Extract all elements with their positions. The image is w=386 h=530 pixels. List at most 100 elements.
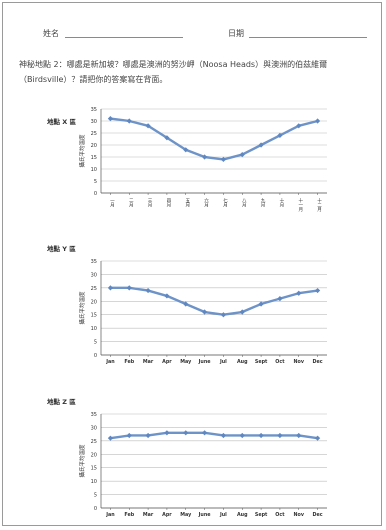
data-point [126, 118, 132, 124]
y-tick-label: 10 [91, 479, 97, 485]
y-tick-label: 25 [91, 439, 97, 445]
x-tick-label: Apr [162, 359, 172, 365]
y-tick-label: 15 [91, 155, 97, 161]
y-tick-label: 0 [94, 191, 97, 197]
x-tick-label: 六月 [204, 197, 209, 209]
x-tick-label: 十月 [279, 197, 284, 209]
data-point [314, 118, 321, 124]
data-point [220, 156, 227, 162]
data-point [201, 309, 208, 315]
data-point [296, 290, 302, 296]
data-point [296, 123, 302, 129]
data-point [183, 301, 189, 307]
y-axis-label: 攝氏平均溫度 [78, 444, 86, 478]
chart-z-title: 地點 Z 區 [47, 398, 76, 406]
chart-y-title: 地點 Y 區 [47, 245, 76, 253]
x-tick-label: Jan [105, 359, 115, 365]
question-text: 神秘地點 2：哪處是新加坡？哪處是澳洲的努沙岬（Noosa Heads）與澳洲的… [19, 60, 328, 84]
data-point [201, 154, 208, 160]
name-field-line [65, 37, 183, 38]
x-tick-label: Oct [275, 359, 285, 365]
chart-y: 0 5 10 15 20 25 30 35 攝氏平均溫度 Jan Feb Mar Apr May June J… [78, 259, 327, 365]
data-point [239, 432, 245, 439]
data-point [258, 301, 264, 307]
data-point [145, 123, 151, 129]
chart-x-title: 地點 X 區 [47, 118, 77, 126]
x-tick-label: 十一月 [298, 197, 303, 213]
x-tick-label: 一月 [109, 198, 114, 209]
data-point [107, 116, 114, 122]
data-point [183, 430, 189, 436]
x-tick-label: Oct [275, 512, 285, 518]
data-point [145, 432, 151, 439]
y-tick-label: 0 [94, 506, 97, 512]
y-tick-label: 25 [91, 286, 97, 292]
y-tick-label: 5 [94, 493, 97, 499]
x-tick-label: Aug [237, 359, 248, 365]
y-tick-label: 5 [94, 179, 97, 185]
data-point [164, 430, 170, 436]
y-tick-label: 35 [91, 107, 97, 113]
date-label: 日期 [228, 29, 244, 38]
series-line [109, 117, 319, 161]
data-point [314, 287, 321, 294]
x-tick-label: 八月 [241, 198, 246, 209]
x-tick-label: 二月 [128, 198, 133, 209]
series-line [109, 431, 319, 440]
chart-z: 0 5 10 15 20 25 30 35 攝氏平均溫度 Jan Feb Mar Apr May June J… [78, 412, 327, 518]
y-tick-label: 35 [91, 259, 97, 265]
data-point [164, 135, 170, 141]
x-tick-label: Dec [313, 359, 323, 365]
x-tick-label: June [198, 512, 212, 518]
x-tick-label: Dec [313, 512, 323, 518]
data-point [145, 287, 151, 294]
y-tick-label: 20 [91, 143, 97, 149]
y-tick-label: 15 [91, 313, 97, 319]
name-label: 姓名 [43, 29, 59, 38]
y-tick-label: 5 [94, 340, 97, 346]
data-point [296, 432, 302, 439]
y-tick-label: 10 [91, 326, 97, 332]
x-tick-label: Sept [255, 359, 268, 365]
x-tick-label: May [180, 512, 192, 518]
x-tick-label: 四月 [166, 198, 171, 209]
x-tick-label: Feb [124, 359, 134, 365]
y-tick-label: 30 [91, 425, 97, 431]
x-tick-label: Jul [219, 359, 227, 365]
x-tick-label: Aug [237, 512, 248, 518]
data-point [107, 285, 114, 291]
y-tick-label: 35 [91, 412, 97, 418]
x-tick-label: June [198, 359, 212, 365]
worksheet-page: 姓名 日期 神秘地點 2：哪處是新加坡？哪處是澳洲的努沙岬（Noosa Head… [2, 2, 382, 526]
data-point [126, 432, 132, 439]
data-point [201, 430, 208, 436]
data-point [239, 152, 245, 158]
data-point [220, 432, 227, 439]
x-tick-label: 十二月 [317, 197, 322, 213]
data-point [258, 432, 264, 439]
y-tick-label: 20 [91, 299, 97, 305]
date-field-line [249, 37, 367, 38]
y-tick-label: 25 [91, 131, 97, 137]
data-point [183, 147, 189, 153]
x-tick-label: May [180, 359, 192, 365]
y-tick-label: 15 [91, 466, 97, 472]
y-tick-label: 20 [91, 452, 97, 458]
x-tick-label: Apr [162, 512, 172, 518]
y-tick-label: 30 [91, 119, 97, 125]
x-tick-label: Jan [105, 512, 115, 518]
x-tick-label: Nov [294, 359, 305, 365]
y-axis-label: 攝氏平均溫度 [78, 291, 86, 325]
x-tick-label: 三月 [147, 198, 152, 209]
x-tick-label: 九月 [260, 197, 265, 209]
y-axis-label: 攝氏平均溫度 [78, 134, 86, 168]
x-tick-label: Mar [143, 512, 154, 518]
y-tick-label: 0 [94, 353, 97, 359]
x-tick-label: Sept [255, 512, 268, 518]
data-point [220, 312, 227, 318]
x-tick-label: 七月 [222, 197, 227, 209]
data-point [277, 432, 283, 439]
y-tick-label: 10 [91, 167, 97, 173]
data-point [126, 285, 132, 291]
